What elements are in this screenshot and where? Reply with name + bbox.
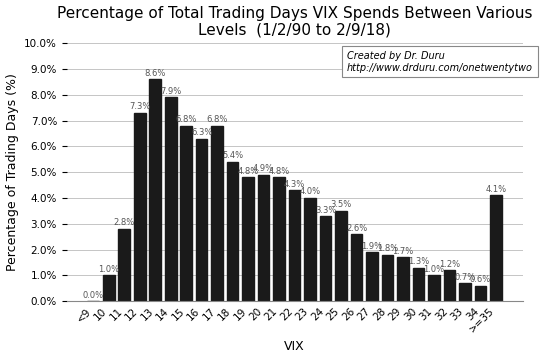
Bar: [211, 126, 223, 301]
Bar: [351, 234, 362, 301]
Bar: [382, 255, 393, 301]
Bar: [258, 175, 270, 301]
Text: 4.8%: 4.8%: [268, 167, 290, 176]
Text: Created by Dr. Duru
http://www.drduru.com/onetwentytwo: Created by Dr. Duru http://www.drduru.co…: [347, 51, 533, 73]
Text: 1.3%: 1.3%: [408, 257, 429, 266]
Bar: [180, 126, 192, 301]
Text: 3.5%: 3.5%: [331, 200, 352, 209]
Bar: [336, 211, 347, 301]
Text: 4.1%: 4.1%: [486, 185, 507, 194]
Bar: [366, 252, 378, 301]
Text: 4.8%: 4.8%: [238, 167, 259, 176]
Text: 6.8%: 6.8%: [206, 115, 228, 124]
Text: 1.7%: 1.7%: [393, 247, 414, 256]
Bar: [243, 177, 254, 301]
X-axis label: VIX: VIX: [284, 340, 305, 354]
Bar: [320, 216, 332, 301]
Y-axis label: Percentage of Trading Days (%): Percentage of Trading Days (%): [6, 73, 19, 271]
Text: 6.8%: 6.8%: [175, 115, 197, 124]
Bar: [397, 257, 409, 301]
Bar: [165, 97, 177, 301]
Text: 0.6%: 0.6%: [470, 275, 491, 284]
Text: 2.6%: 2.6%: [346, 224, 367, 233]
Text: 7.3%: 7.3%: [129, 102, 150, 111]
Bar: [273, 177, 285, 301]
Bar: [196, 139, 207, 301]
Bar: [134, 113, 146, 301]
Text: 4.3%: 4.3%: [284, 180, 305, 189]
Text: 8.6%: 8.6%: [145, 69, 166, 78]
Bar: [150, 79, 161, 301]
Title: Percentage of Total Trading Days VIX Spends Between Various
Levels  (1/2/90 to 2: Percentage of Total Trading Days VIX Spe…: [57, 5, 532, 38]
Bar: [103, 275, 114, 301]
Text: 1.0%: 1.0%: [424, 265, 444, 274]
Bar: [490, 195, 502, 301]
Text: 1.0%: 1.0%: [98, 265, 119, 274]
Text: 4.9%: 4.9%: [253, 164, 274, 173]
Bar: [459, 283, 471, 301]
Text: 0.7%: 0.7%: [454, 272, 476, 281]
Text: 3.3%: 3.3%: [315, 206, 336, 215]
Bar: [289, 190, 300, 301]
Bar: [475, 286, 486, 301]
Text: 6.3%: 6.3%: [191, 128, 212, 137]
Text: 1.8%: 1.8%: [377, 244, 398, 253]
Text: 1.9%: 1.9%: [361, 242, 383, 251]
Bar: [412, 268, 425, 301]
Bar: [444, 270, 455, 301]
Text: 0.0%: 0.0%: [82, 291, 104, 300]
Text: 4.0%: 4.0%: [300, 187, 321, 196]
Text: 7.9%: 7.9%: [160, 87, 182, 96]
Bar: [428, 275, 440, 301]
Bar: [227, 162, 239, 301]
Text: 2.8%: 2.8%: [114, 218, 135, 228]
Bar: [304, 198, 316, 301]
Text: 5.4%: 5.4%: [222, 151, 243, 160]
Text: 1.2%: 1.2%: [439, 260, 460, 269]
Bar: [118, 229, 130, 301]
